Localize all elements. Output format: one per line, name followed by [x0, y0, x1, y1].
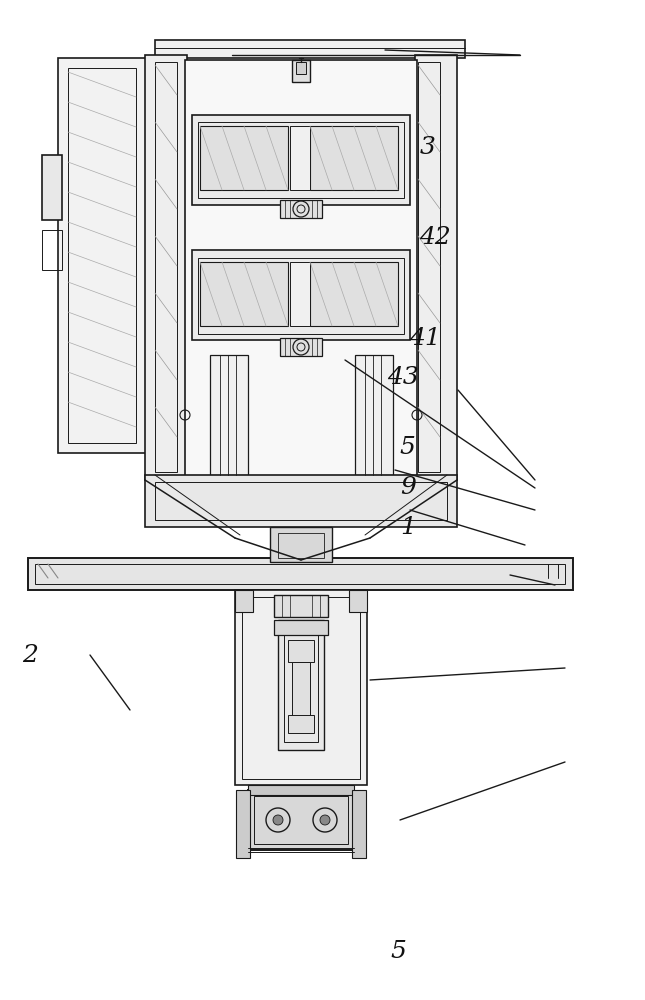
Bar — [210, 355, 248, 475]
Bar — [68, 68, 136, 443]
Bar — [235, 590, 253, 612]
Bar — [254, 796, 348, 844]
Bar — [200, 262, 288, 326]
Bar — [288, 715, 314, 733]
Bar — [28, 558, 573, 590]
Bar — [200, 126, 288, 190]
Text: 5: 5 — [400, 436, 416, 460]
Bar — [284, 626, 318, 742]
Bar — [145, 475, 457, 527]
Bar — [236, 790, 250, 858]
Bar — [274, 620, 328, 635]
Bar — [352, 790, 366, 858]
Bar — [274, 595, 328, 617]
Text: 43: 43 — [387, 366, 419, 389]
Bar — [278, 620, 324, 750]
Bar — [355, 355, 393, 475]
Bar — [42, 230, 62, 270]
Text: 1: 1 — [400, 516, 416, 540]
Text: 9: 9 — [400, 477, 416, 499]
Bar — [290, 126, 310, 190]
Bar — [310, 262, 398, 326]
Circle shape — [320, 815, 330, 825]
Bar — [145, 55, 187, 480]
Bar — [270, 527, 332, 562]
Bar — [248, 785, 354, 795]
Bar — [278, 533, 324, 558]
Bar — [42, 155, 62, 220]
Bar — [192, 115, 410, 205]
Circle shape — [273, 815, 283, 825]
Bar — [290, 262, 310, 326]
Text: 41: 41 — [410, 327, 441, 350]
Bar — [198, 258, 404, 334]
Bar — [192, 250, 410, 340]
Text: 5: 5 — [390, 940, 406, 963]
Text: 3: 3 — [419, 136, 435, 159]
Text: 42: 42 — [419, 227, 451, 249]
Bar — [296, 62, 306, 74]
Bar — [415, 55, 457, 480]
Bar — [155, 62, 177, 472]
Bar — [349, 590, 367, 612]
Bar — [418, 62, 440, 472]
Bar — [242, 597, 360, 779]
Bar — [310, 126, 398, 190]
Bar — [292, 60, 310, 82]
Bar — [288, 640, 314, 662]
Bar — [155, 482, 447, 520]
Bar — [185, 60, 417, 480]
Bar — [35, 564, 565, 584]
Bar — [280, 338, 322, 356]
Bar — [292, 662, 310, 722]
Bar — [280, 200, 322, 218]
Bar — [198, 122, 404, 198]
Bar — [155, 40, 465, 58]
Bar — [248, 790, 354, 850]
Text: 2: 2 — [23, 644, 39, 666]
Bar — [58, 58, 146, 453]
Bar — [235, 590, 367, 785]
